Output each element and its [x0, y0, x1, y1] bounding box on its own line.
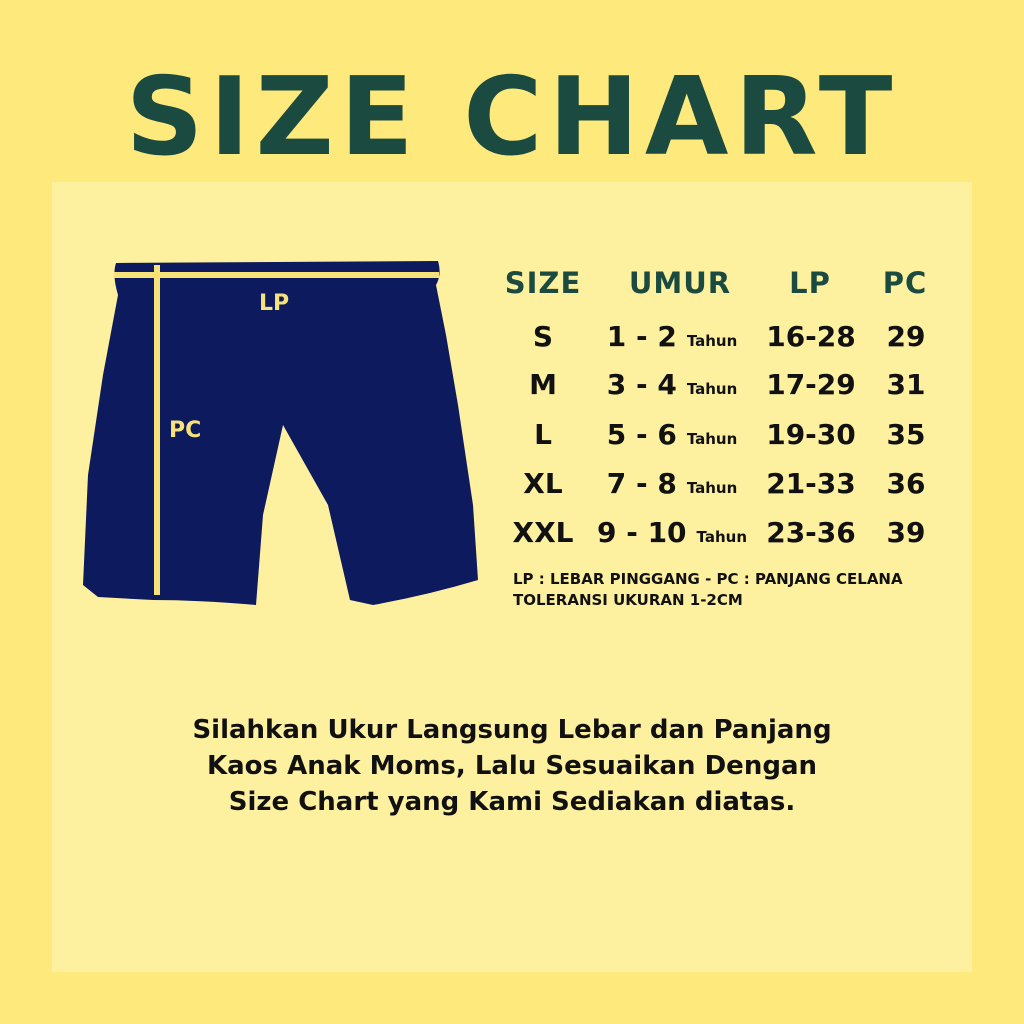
- age-unit: Tahun: [686, 430, 738, 448]
- pc-cell-value: 36: [886, 467, 926, 500]
- pc-cell-value: 29: [886, 320, 926, 353]
- age-unit: Tahun: [696, 528, 748, 546]
- page-title: SIZE CHART: [125, 55, 899, 180]
- lp-cell: 19-30: [766, 418, 856, 451]
- lp-cell-value: 16-28: [766, 320, 856, 353]
- tolerance-note: TOLERANSI UKURAN 1-2CM: [513, 591, 743, 609]
- waist-label: LP: [259, 291, 289, 316]
- size-cell: XXL: [512, 516, 573, 549]
- waist-line: [114, 272, 439, 278]
- size-cell: M: [529, 368, 557, 401]
- age-cell-value: 5 - 6: [606, 418, 677, 451]
- size-cell-value: XXL: [512, 516, 574, 549]
- age-cell: 9 - 10 Tahun: [597, 516, 747, 549]
- size-cell-value: M: [529, 368, 557, 401]
- lp-cell-value: 17-29: [766, 368, 856, 401]
- lp-cell-value: 19-30: [766, 418, 856, 451]
- header-pc: PC: [882, 266, 928, 300]
- age-cell-value: 9 - 10: [596, 516, 687, 549]
- pc-cell: 31: [887, 368, 926, 401]
- size-cell-value: S: [532, 320, 554, 353]
- header-age: UMUR: [628, 266, 732, 300]
- pc-cell: 39: [887, 516, 926, 549]
- instruction-line: Kaos Anak Moms, Lalu Sesuaikan Dengan: [206, 751, 817, 781]
- lp-cell: 23-36: [766, 516, 856, 549]
- size-cell: XL: [523, 467, 562, 500]
- lp-cell-value: 21-33: [766, 467, 856, 500]
- pc-cell-value: 35: [886, 418, 926, 451]
- lp-cell: 21-33: [766, 467, 856, 500]
- instruction-line: Size Chart yang Kami Sediakan diatas.: [228, 787, 796, 817]
- age-cell-value: 7 - 8: [606, 467, 677, 500]
- age-cell: 7 - 8 Tahun: [607, 467, 738, 500]
- age-unit: Tahun: [686, 332, 738, 350]
- size-cell-value: XL: [523, 467, 563, 500]
- age-cell: 5 - 6 Tahun: [607, 418, 738, 451]
- pc-cell-value: 39: [886, 516, 926, 549]
- shorts-shape: [83, 261, 478, 605]
- pc-cell: 29: [887, 320, 926, 353]
- age-cell-value: 3 - 4: [606, 368, 677, 401]
- instruction-line: Silahkan Ukur Langsung Lebar dan Panjang: [192, 715, 832, 745]
- shorts-diagram: LP PC: [83, 261, 478, 605]
- header-size: SIZE: [504, 266, 582, 300]
- lp-cell-value: 23-36: [766, 516, 856, 549]
- legend-note: LP : LEBAR PINGGANG - PC : PANJANG CELAN…: [513, 570, 903, 588]
- size-cell: L: [534, 418, 552, 451]
- pc-cell-value: 31: [886, 368, 926, 401]
- length-label: PC: [169, 418, 201, 443]
- age-cell-value: 1 - 2: [606, 320, 677, 353]
- instructions: Silahkan Ukur Langsung Lebar dan Panjang…: [0, 712, 1024, 820]
- lp-cell: 16-28: [766, 320, 856, 353]
- pc-cell: 36: [887, 467, 926, 500]
- header-lp: LP: [789, 266, 831, 300]
- age-unit: Tahun: [686, 479, 738, 497]
- length-line: [154, 265, 160, 595]
- pc-cell: 35: [887, 418, 926, 451]
- age-cell: 3 - 4 Tahun: [607, 368, 738, 401]
- age-unit: Tahun: [686, 380, 738, 398]
- age-cell: 1 - 2 Tahun: [607, 320, 738, 353]
- size-cell-value: L: [534, 418, 552, 451]
- size-cell: S: [533, 320, 553, 353]
- lp-cell: 17-29: [766, 368, 856, 401]
